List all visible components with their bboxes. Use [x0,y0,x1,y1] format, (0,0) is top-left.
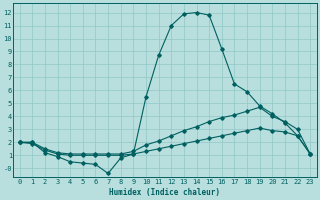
X-axis label: Humidex (Indice chaleur): Humidex (Indice chaleur) [109,188,220,197]
